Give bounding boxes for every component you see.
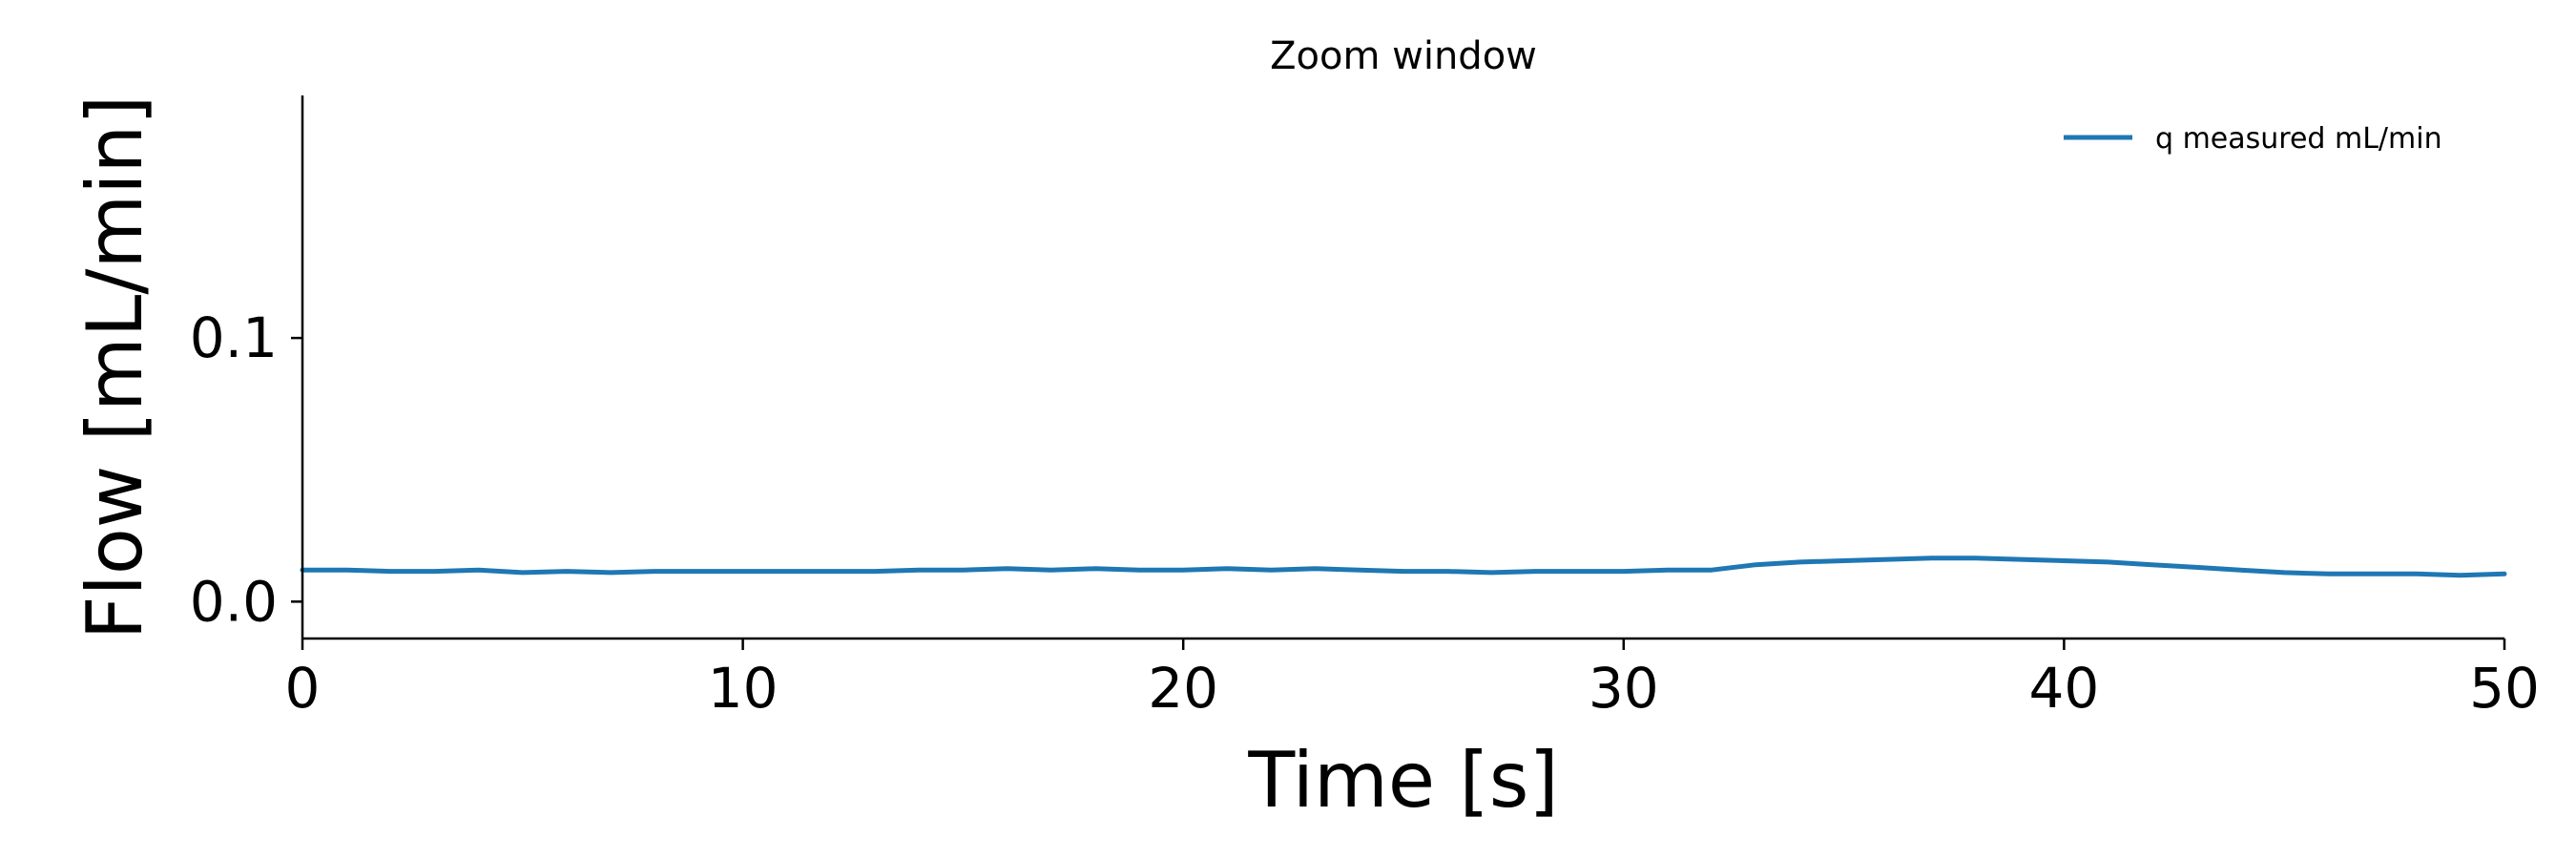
- y-tick-label: 0.0: [190, 569, 278, 634]
- y-axis-ticks: 0.0 0.1: [190, 305, 302, 634]
- x-tick-label: 0: [285, 656, 321, 721]
- x-tick-label: 40: [2028, 656, 2099, 721]
- legend-label: q measured mL/min: [2155, 122, 2442, 156]
- x-axis-label: Time [s]: [1247, 736, 1558, 825]
- x-tick-label: 50: [2469, 656, 2540, 721]
- series-line: [300, 555, 2507, 578]
- x-tick-label: 10: [708, 656, 779, 721]
- x-axis-ticks: 0 10 20 30 40 50: [285, 639, 2540, 721]
- y-axis-label: Flow [mL/min]: [71, 95, 159, 640]
- legend: q measured mL/min: [2064, 122, 2442, 156]
- x-tick-label: 30: [1589, 656, 1659, 721]
- plot-area: [300, 555, 2507, 578]
- chart-title: Zoom window: [1270, 34, 1537, 78]
- x-tick-label: 20: [1148, 656, 1218, 721]
- y-tick-label: 0.1: [190, 305, 278, 370]
